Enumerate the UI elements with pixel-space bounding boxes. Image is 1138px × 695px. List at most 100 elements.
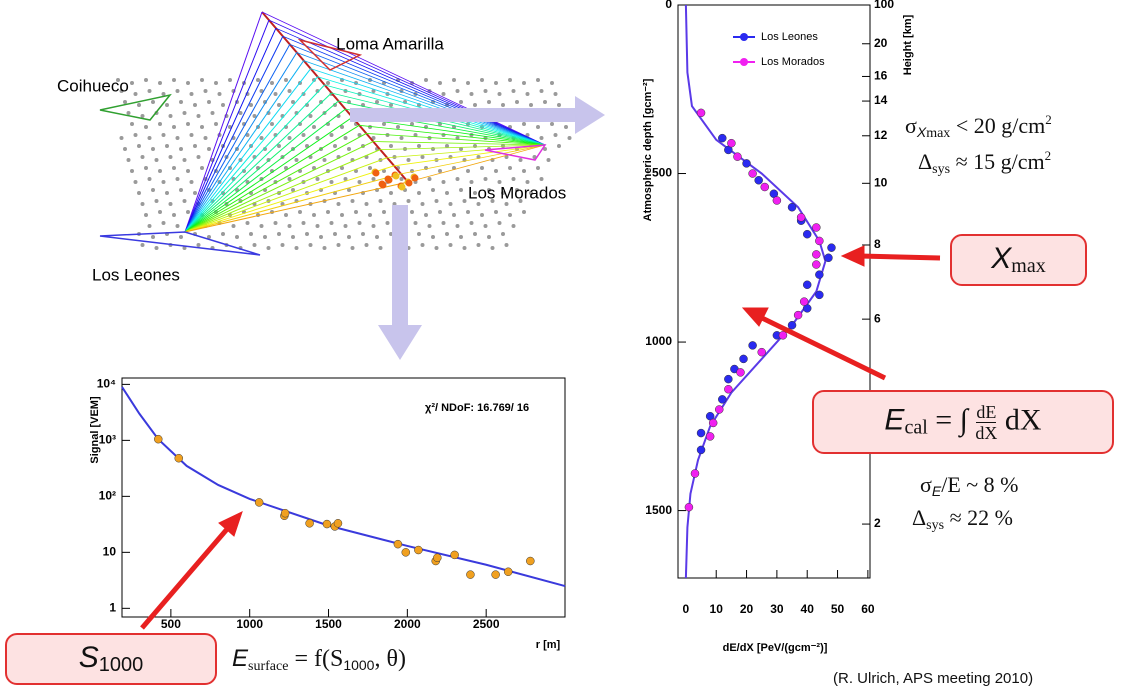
- detector-dot: [483, 177, 488, 181]
- y-axis-label: Signal [VEM]: [89, 396, 101, 464]
- detector-dot: [441, 92, 446, 96]
- detector-dot: [420, 202, 425, 206]
- x-tick-label: 2000: [394, 617, 421, 631]
- data-point: [748, 341, 757, 350]
- x-axis-label: r [m]: [536, 639, 561, 651]
- data-point: [491, 570, 500, 579]
- y-tick-label: 10⁴: [97, 377, 116, 391]
- detector-dot: [543, 100, 547, 104]
- detector-dot: [277, 103, 281, 107]
- detector-dot: [539, 136, 544, 140]
- detector-dot: [557, 144, 561, 148]
- detector-dot: [529, 103, 533, 107]
- detector-dot: [427, 224, 432, 228]
- detector-dot: [133, 180, 138, 184]
- detector-dot: [287, 177, 292, 181]
- detector-dot: [137, 103, 141, 107]
- detector-dot: [382, 122, 386, 126]
- detector-dot: [420, 155, 425, 159]
- data-point: [718, 133, 727, 143]
- detector-dot: [420, 243, 425, 247]
- fd-ray: [289, 44, 546, 146]
- detector-dot: [536, 166, 540, 170]
- data-point: [812, 250, 821, 259]
- detector-dot: [522, 122, 526, 126]
- detector-dot: [466, 81, 470, 85]
- fd-ray: [184, 141, 374, 233]
- detector-dot: [431, 188, 435, 192]
- fd-ray: [184, 60, 305, 233]
- detector-dot: [308, 243, 313, 247]
- detector-dot: [140, 243, 145, 247]
- detector-dot: [196, 155, 201, 159]
- fd-ray: [394, 144, 546, 167]
- fd-ray: [184, 68, 312, 233]
- detector-dot: [473, 232, 477, 236]
- detector-dot: [179, 147, 183, 151]
- detector-dot: [333, 144, 337, 148]
- hit-station: [405, 179, 413, 187]
- detector-dot: [130, 122, 134, 126]
- detector-dot: [371, 89, 376, 93]
- data-point: [742, 159, 751, 168]
- detector-dot: [151, 235, 155, 239]
- detector-dot: [357, 221, 362, 225]
- plot-frame: [121, 377, 566, 618]
- detector-dot: [203, 136, 208, 140]
- detector-dot: [182, 111, 187, 115]
- detector-dot: [175, 89, 180, 93]
- detector-dot: [259, 224, 264, 228]
- detector-dot: [130, 169, 134, 173]
- detector-dot: [277, 232, 281, 236]
- detector-dot: [371, 136, 376, 140]
- data-point: [696, 108, 706, 118]
- fd-ray: [184, 19, 270, 233]
- detector-dot: [546, 158, 551, 162]
- data-point: [393, 539, 403, 549]
- detector-dot: [427, 177, 432, 181]
- detector-dot: [161, 133, 166, 137]
- data-point: [433, 553, 442, 563]
- detector-dot: [200, 125, 204, 129]
- detector-dot: [459, 147, 463, 151]
- detector-dot: [473, 103, 477, 107]
- site-label: Los Morados: [468, 183, 566, 202]
- detector-dot: [529, 191, 533, 195]
- detector-dot: [343, 177, 348, 181]
- y-tick-label: 10: [103, 545, 117, 559]
- detector-dot: [168, 202, 173, 206]
- data-point: [450, 550, 459, 560]
- fd-site: [99, 231, 261, 256]
- detector-dot: [133, 92, 138, 96]
- detector-dot: [151, 188, 155, 192]
- detector-dot: [158, 210, 162, 214]
- detector-dot: [490, 199, 495, 203]
- detector-dot: [249, 103, 253, 107]
- detector-dot: [389, 191, 393, 195]
- detector-dot: [497, 180, 502, 184]
- x-tick-label: 50: [831, 602, 845, 616]
- formula: Δsys ≈ 22 %: [912, 505, 1013, 533]
- detector-dot: [501, 191, 505, 195]
- detector-dot: [483, 89, 488, 93]
- detector-dot: [291, 188, 295, 192]
- detector-dot: [522, 169, 526, 173]
- detector-dot: [315, 89, 320, 93]
- detector-dot: [389, 103, 393, 107]
- detector-dot: [319, 100, 323, 104]
- legend-label: Los Leones: [761, 31, 818, 43]
- shower-axis: [261, 11, 409, 183]
- data-point: [748, 169, 757, 178]
- fd-ray: [261, 11, 546, 146]
- detector-dot: [189, 133, 194, 137]
- data-point: [824, 253, 833, 263]
- formula: Δsys ≈ 15 g/cm2: [918, 148, 1052, 177]
- data-point: [715, 405, 724, 414]
- data-point: [815, 270, 824, 279]
- detector-dot: [417, 232, 421, 236]
- detector-dot: [147, 89, 152, 93]
- detector-dot: [455, 224, 460, 228]
- detector-dot: [144, 78, 148, 82]
- fit-annotation: χ²/ NDoF: 16.769/ 16: [425, 402, 529, 414]
